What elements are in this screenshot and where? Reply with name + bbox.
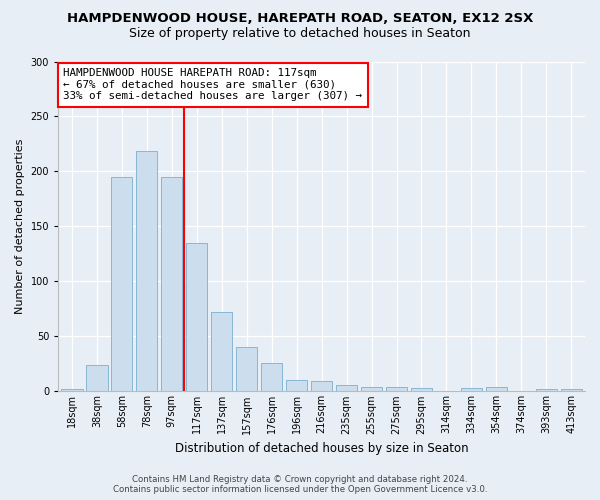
Bar <box>186 243 208 392</box>
Y-axis label: Number of detached properties: Number of detached properties <box>15 139 25 314</box>
X-axis label: Distribution of detached houses by size in Seaton: Distribution of detached houses by size … <box>175 442 469 455</box>
Bar <box>336 385 357 392</box>
Bar <box>161 177 182 392</box>
Text: HAMPDENWOOD HOUSE, HAREPATH ROAD, SEATON, EX12 2SX: HAMPDENWOOD HOUSE, HAREPATH ROAD, SEATON… <box>67 12 533 26</box>
Bar <box>61 389 83 392</box>
Bar <box>486 387 507 392</box>
Bar <box>236 348 257 392</box>
Bar <box>411 388 432 392</box>
Bar <box>386 387 407 392</box>
Bar <box>461 388 482 392</box>
Bar <box>311 382 332 392</box>
Bar <box>361 387 382 392</box>
Text: HAMPDENWOOD HOUSE HAREPATH ROAD: 117sqm
← 67% of detached houses are smaller (63: HAMPDENWOOD HOUSE HAREPATH ROAD: 117sqm … <box>64 68 362 102</box>
Text: Contains HM Land Registry data © Crown copyright and database right 2024.
Contai: Contains HM Land Registry data © Crown c… <box>113 474 487 494</box>
Bar <box>111 177 133 392</box>
Bar <box>86 365 107 392</box>
Bar <box>261 363 282 392</box>
Bar <box>211 312 232 392</box>
Text: Size of property relative to detached houses in Seaton: Size of property relative to detached ho… <box>129 28 471 40</box>
Bar <box>136 150 157 392</box>
Bar <box>286 380 307 392</box>
Bar <box>536 389 557 392</box>
Bar <box>560 389 582 392</box>
